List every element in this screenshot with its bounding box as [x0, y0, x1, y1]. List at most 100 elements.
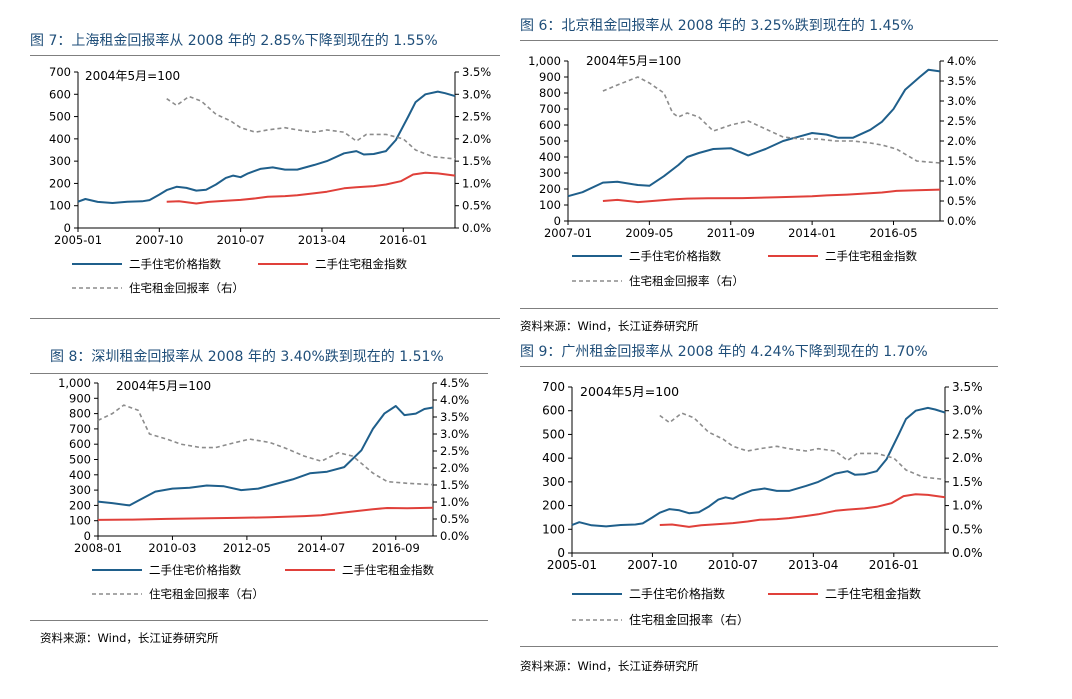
y-tick-label-left: 300 — [539, 166, 561, 180]
y-tick-label-left: 500 — [49, 110, 71, 124]
y-tick-label-left: 500 — [539, 134, 561, 148]
x-tick-label: 2010-07 — [217, 233, 265, 247]
panel-divider — [30, 620, 488, 621]
y-tick-label-left: 600 — [49, 87, 71, 101]
y-tick-label-left: 200 — [539, 182, 561, 196]
x-tick-label: 2010-07 — [708, 558, 758, 572]
y-tick-label-right: 0.0% — [462, 221, 491, 235]
y-tick-label-left: 400 — [542, 451, 565, 465]
y-tick-label-right: 3.5% — [947, 74, 976, 88]
y-tick-label-left: 700 — [542, 380, 565, 394]
y-tick-label-left: 700 — [49, 65, 71, 79]
y-tick-label-right: 1.5% — [952, 475, 983, 489]
y-tick-label-right: 1.5% — [462, 154, 491, 168]
x-tick-label: 2013-04 — [298, 233, 346, 247]
x-tick-label: 2016-01 — [379, 233, 427, 247]
y-tick-label-right: 3.0% — [440, 427, 469, 441]
y-tick-label-left: 600 — [542, 404, 565, 418]
chart-beijing: 0 100 200 300 400 500 600 700 800 900 1,000 0.0% 0.5… — [528, 54, 976, 288]
y-tick-label-right: 4.0% — [947, 54, 976, 68]
y-tick-label-right: 2.5% — [952, 427, 983, 441]
chart-title: 图 7：上海租金回报率从 2008 年的 2.85%下降到现在的 1.55% — [30, 33, 438, 49]
y-tick-label-right: 2.5% — [947, 114, 976, 128]
y-tick-label-right: 2.0% — [947, 134, 976, 148]
y-tick-label-left: 600 — [539, 118, 561, 132]
panel-divider — [30, 318, 500, 319]
x-tick-label: 2012-05 — [223, 541, 271, 555]
y-tick-label-right: 0.0% — [952, 546, 983, 560]
y-tick-label-right: 4.0% — [440, 393, 469, 407]
panel-guangzhou: 图 9：广州租金回报率从 2008 年的 4.24%下降到现在的 1.70% 0… — [520, 338, 998, 693]
y-tick-label-left: 100 — [49, 199, 71, 213]
y-tick-label-left: 200 — [49, 176, 71, 190]
y-tick-label-right: 2.5% — [462, 110, 491, 124]
panel-shanghai: 图 7：上海租金回报率从 2008 年的 2.85%下降到现在的 1.55% 0… — [30, 0, 500, 330]
y-tick-label-right: 3.5% — [440, 410, 469, 424]
y-tick-label-right: 1.5% — [440, 478, 469, 492]
y-tick-label-right: 1.0% — [947, 174, 976, 188]
x-tick-label: 2016-01 — [869, 558, 919, 572]
axis-annotation: 2004年5月=100 — [580, 384, 679, 399]
y-tick-label-left: 100 — [539, 198, 561, 212]
chart-title: 图 6：北京租金回报率从 2008 年的 3.25%跌到现在的 1.45% — [520, 18, 914, 34]
x-tick-label: 2008-01 — [74, 541, 122, 555]
axis-annotation: 2004年5月=100 — [85, 69, 180, 83]
source-note: 资料来源：Wind，长江证券研究所 — [40, 631, 219, 645]
y-tick-label-right: 0.0% — [947, 214, 976, 228]
y-tick-label-right: 0.5% — [462, 199, 491, 213]
y-tick-label-right: 2.0% — [952, 451, 983, 465]
legend-label: 二手住宅价格指数 — [629, 586, 725, 601]
y-tick-label-left: 300 — [69, 483, 91, 497]
x-tick-label: 2016-09 — [372, 541, 420, 555]
y-tick-label-left: 1,000 — [528, 54, 561, 68]
x-tick-label: 2013-04 — [788, 558, 838, 572]
y-tick-label-right: 1.0% — [440, 495, 469, 509]
y-tick-label-left: 0 — [557, 546, 565, 560]
series-line — [602, 76, 941, 164]
legend-label: 住宅租金回报率（右） — [629, 274, 744, 288]
series-line — [77, 90, 456, 204]
axis-annotation: 2004年5月=100 — [116, 379, 211, 393]
axis-annotation: 2004年5月=100 — [586, 54, 681, 68]
x-tick-label: 2014-01 — [788, 226, 836, 240]
y-tick-label-left: 900 — [539, 70, 561, 84]
y-tick-label-left: 0 — [554, 214, 561, 228]
series-line — [571, 406, 946, 528]
chart-title: 图 9：广州租金回报率从 2008 年的 4.24%下降到现在的 1.70% — [520, 344, 928, 360]
y-tick-label-left: 0 — [84, 529, 91, 543]
legend-label: 二手住宅租金指数 — [315, 257, 407, 271]
y-tick-label-left: 700 — [69, 422, 91, 436]
series-line — [166, 171, 456, 205]
y-tick-label-right: 1.5% — [947, 154, 976, 168]
y-tick-label-left: 1,000 — [58, 376, 91, 390]
y-tick-label-right: 1.0% — [952, 499, 983, 513]
series-line — [602, 188, 941, 204]
y-tick-label-right: 3.5% — [462, 65, 491, 79]
y-tick-label-left: 800 — [69, 407, 91, 421]
y-tick-label-left: 700 — [539, 102, 561, 116]
y-tick-label-left: 500 — [69, 453, 91, 467]
series-line — [567, 68, 941, 198]
y-tick-label-right: 3.0% — [462, 87, 491, 101]
y-tick-label-right: 3.0% — [952, 404, 983, 418]
y-tick-label-left: 800 — [539, 86, 561, 100]
legend-label: 二手住宅租金指数 — [825, 586, 921, 601]
series-line — [97, 506, 434, 521]
x-tick-label: 2010-03 — [148, 541, 196, 555]
series-line — [659, 412, 946, 481]
series-line — [659, 493, 946, 528]
y-tick-label-left: 0 — [64, 221, 71, 235]
y-tick-label-left: 400 — [69, 468, 91, 482]
series-line — [97, 405, 434, 507]
panel-beijing: 图 6：北京租金回报率从 2008 年的 3.25%跌到现在的 1.45% 0 1… — [520, 0, 998, 340]
y-tick-label-right: 3.0% — [947, 94, 976, 108]
source-note: 资料来源：Wind，长江证券研究所 — [520, 319, 699, 333]
y-tick-label-left: 500 — [542, 427, 565, 441]
x-tick-label: 2009-05 — [625, 226, 673, 240]
y-tick-label-left: 900 — [69, 391, 91, 405]
y-tick-label-left: 400 — [49, 132, 71, 146]
y-tick-label-right: 0.5% — [947, 194, 976, 208]
title-divider — [30, 373, 488, 374]
chart-guangzhou: 0 100 200 300 400 500 600 700 0.0% 0.5% 1.0% 1.5% 2.… — [542, 380, 983, 627]
